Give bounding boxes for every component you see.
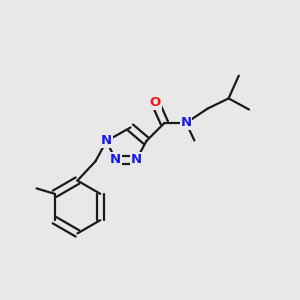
Text: N: N bbox=[180, 116, 192, 130]
Text: N: N bbox=[101, 134, 112, 148]
Text: O: O bbox=[150, 96, 161, 109]
Text: N: N bbox=[131, 153, 142, 166]
Text: N: N bbox=[110, 153, 121, 166]
